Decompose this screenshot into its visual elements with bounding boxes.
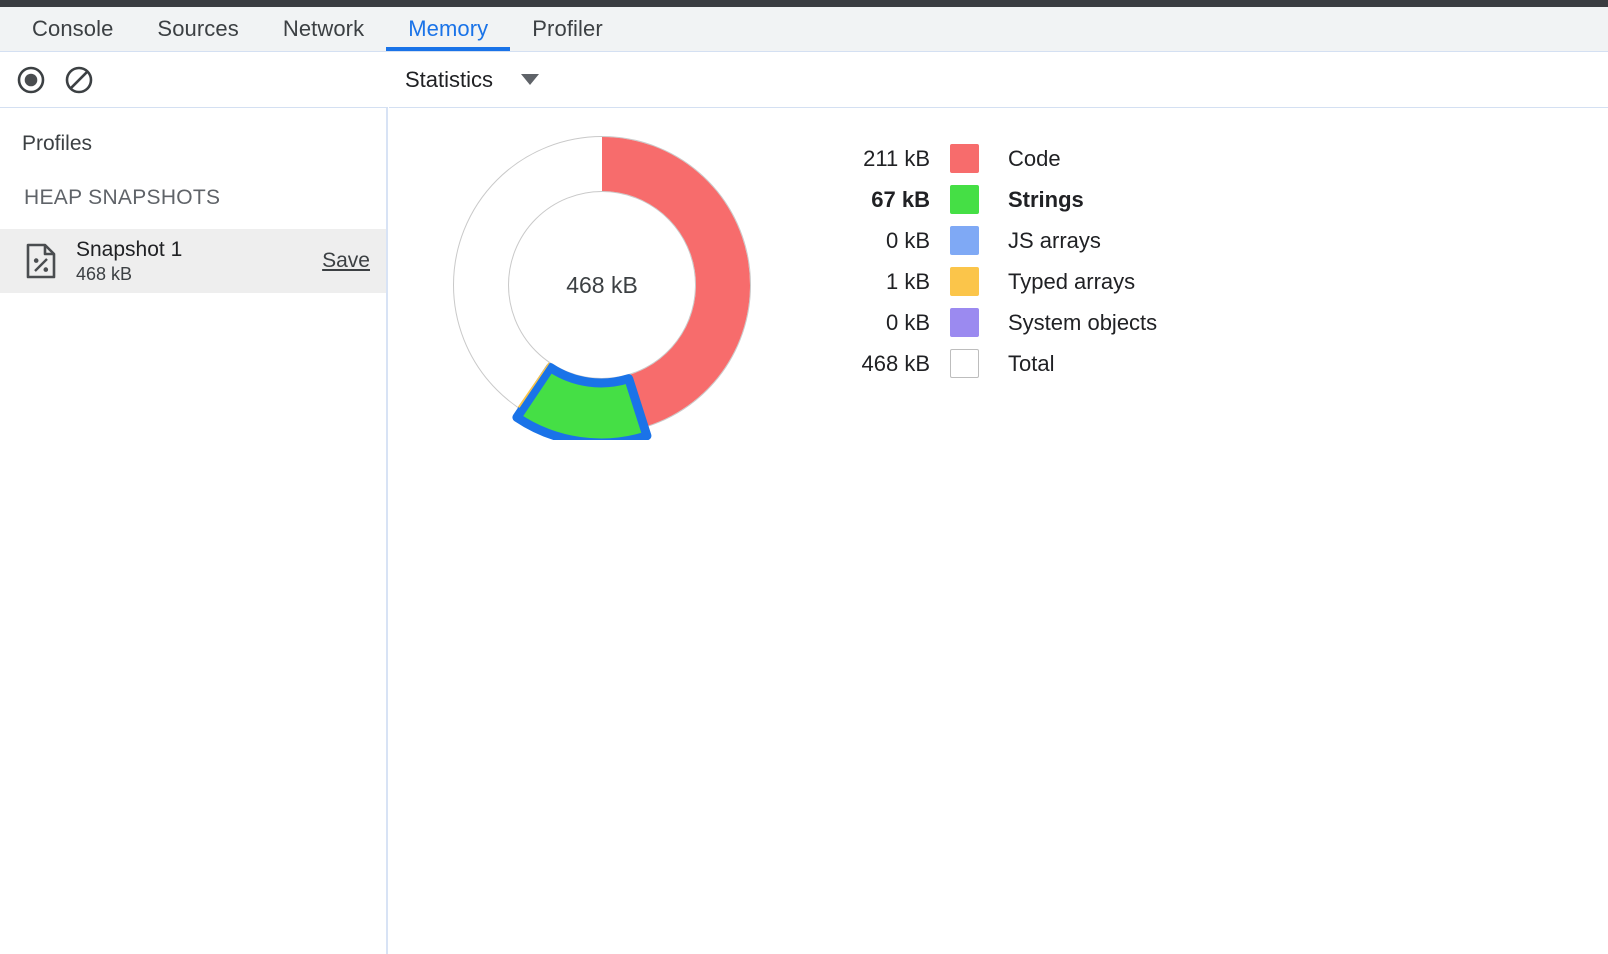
legend-value-total: 468 kB (861, 350, 931, 376)
legend-swatch-strings (950, 185, 979, 214)
legend-value-strings: 67 kB (871, 186, 930, 212)
sidebar-section-heap-snapshots: HEAP SNAPSHOTS (24, 186, 221, 209)
donut-svg (453, 136, 751, 440)
snapshot-size: 468 kB (76, 263, 133, 284)
legend-row-total[interactable]: 468 kB Total (846, 343, 1157, 384)
panel-toolbar-row: Statistics (0, 52, 1608, 108)
clear-ban-icon[interactable] (62, 63, 96, 97)
legend-swatch-js-arrays (950, 226, 979, 255)
save-snapshot-link[interactable]: Save (322, 249, 370, 272)
legend-value-system-objects: 0 kB (885, 309, 930, 335)
statistics-view: 468 kB 211 kB Code 67 kB Strings 0 kB JS… (391, 108, 1608, 954)
legend-label-code: Code (1008, 145, 1061, 171)
donut-inner-hole (508, 191, 696, 379)
legend-value-code: 211 kB (863, 145, 930, 171)
legend-label-typed-arrays: Typed arrays (1008, 268, 1136, 294)
tab-network-label: Network (282, 16, 365, 41)
legend-swatch-typed-arrays (950, 267, 979, 296)
donut-slice-code[interactable] (602, 137, 750, 426)
profiles-toolbar (0, 52, 388, 108)
legend-row-code[interactable]: 211 kB Code (846, 138, 1157, 179)
tab-console[interactable]: Console (10, 7, 135, 51)
legend-label-strings: Strings (1008, 186, 1084, 212)
sidebar-divider (386, 108, 388, 954)
legend-row-typed-arrays[interactable]: 1 kB Typed arrays (846, 261, 1157, 302)
tab-profiler[interactable]: Profiler (510, 7, 625, 51)
donut-slice-typed-arrays[interactable] (517, 362, 550, 408)
tab-network[interactable]: Network (261, 7, 386, 51)
heap-snapshot-file-icon (24, 242, 58, 280)
profiles-sidebar: Profiles HEAP SNAPSHOTS Snapshot 1 468 k… (0, 108, 388, 954)
legend-value-typed-arrays: 1 kB (885, 268, 930, 294)
view-select-value: Statistics (405, 66, 494, 92)
window-top-strip (0, 0, 1608, 7)
donut-slices (512, 137, 750, 440)
tab-console-label: Console (32, 16, 114, 41)
record-circle-icon[interactable] (14, 63, 48, 97)
sidebar-title: Profiles (22, 132, 93, 155)
tab-memory-label: Memory (408, 16, 489, 41)
list-item-snapshot-1[interactable]: Snapshot 1 468 kB Save (0, 229, 388, 293)
legend-label-total: Total (1008, 350, 1055, 376)
donut-slice-strings[interactable] (512, 363, 652, 440)
panel-tab-bar: Console Sources Network Memory Profiler (0, 7, 1608, 52)
legend-swatch-system-objects (950, 308, 979, 337)
legend-swatch-code (950, 144, 979, 173)
view-select[interactable]: Statistics (389, 66, 540, 93)
tab-sources[interactable]: Sources (135, 7, 260, 51)
legend-row-system-objects[interactable]: 0 kB System objects (846, 302, 1157, 343)
tab-profiler-label: Profiler (532, 16, 603, 41)
chevron-down-icon (521, 74, 540, 85)
legend-label-js-arrays: JS arrays (1008, 227, 1101, 253)
legend-row-js-arrays[interactable]: 0 kB JS arrays (846, 220, 1157, 261)
memory-legend: 211 kB Code 67 kB Strings 0 kB JS arrays… (846, 138, 1157, 384)
legend-label-system-objects: System objects (1008, 309, 1158, 335)
snapshot-info: Snapshot 1 468 kB (76, 238, 322, 284)
legend-row-strings[interactable]: 67 kB Strings (846, 179, 1157, 220)
legend-value-js-arrays: 0 kB (885, 227, 930, 253)
snapshot-name: Snapshot 1 (76, 238, 183, 262)
tab-sources-label: Sources (157, 16, 239, 41)
tab-memory[interactable]: Memory (386, 7, 511, 51)
memory-donut-chart: 468 kB (447, 130, 757, 440)
statistics-toolbar: Statistics (389, 52, 1608, 108)
legend-swatch-total (950, 349, 979, 378)
